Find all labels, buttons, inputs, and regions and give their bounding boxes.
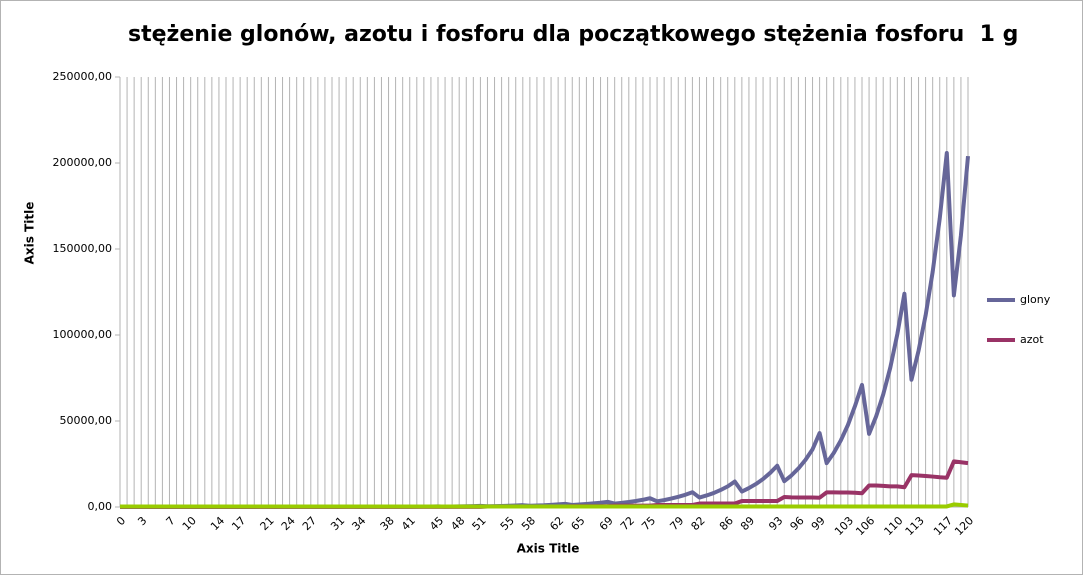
y-tick-label: 0,00 xyxy=(88,500,113,513)
y-tick-label: 100000,00 xyxy=(53,328,113,341)
legend-label: azot xyxy=(1020,333,1044,346)
y-tick-label: 250000,00 xyxy=(53,70,113,83)
chart-title: stężenie glonów, azotu i fosforu dla poc… xyxy=(128,22,1018,47)
series-line xyxy=(120,502,969,509)
y-axis-title: Axis Title xyxy=(23,202,37,265)
legend-label: glony xyxy=(1020,293,1051,306)
y-tick-label: 200000,00 xyxy=(53,156,113,169)
x-axis-title: Axis Title xyxy=(517,542,580,556)
y-tick-label: 50000,00 xyxy=(60,414,113,427)
y-tick-label: 150000,00 xyxy=(53,242,113,255)
